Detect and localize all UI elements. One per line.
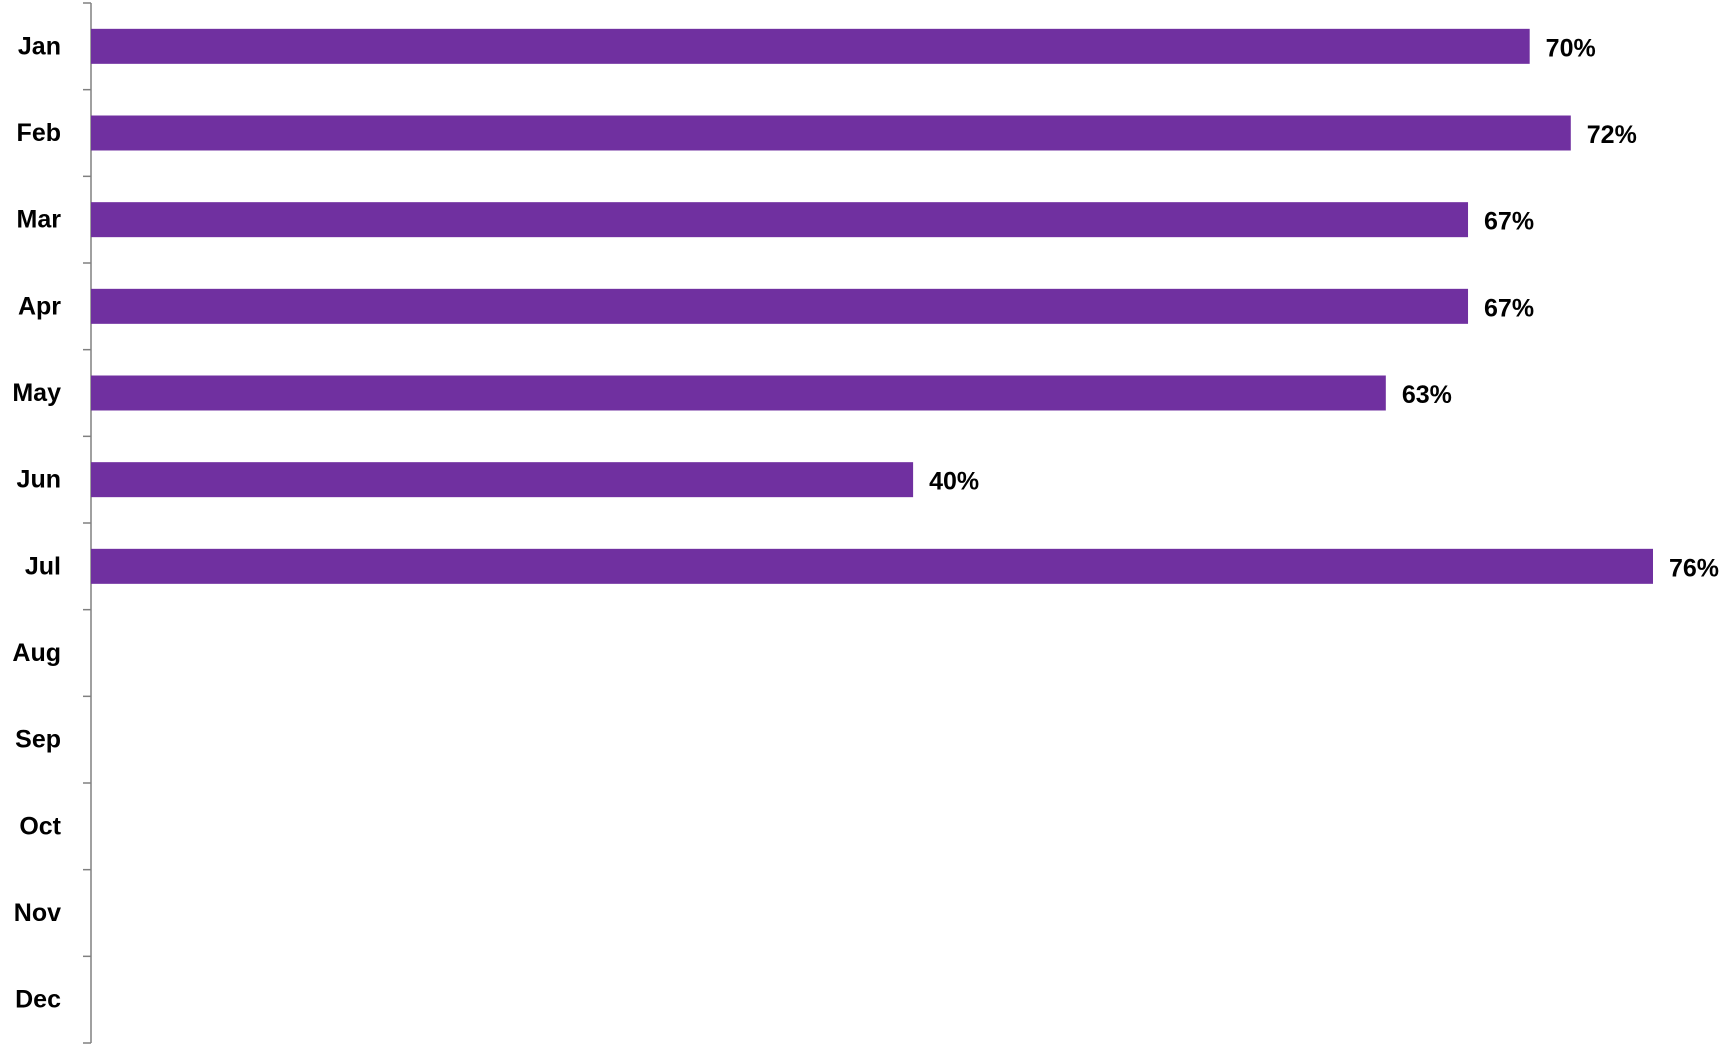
bar-jan <box>91 28 1530 64</box>
category-label-apr: Apr <box>18 292 61 320</box>
category-label-may: May <box>12 379 61 407</box>
category-label-aug: Aug <box>12 639 61 667</box>
data-label-may: 63% <box>1402 381 1452 409</box>
category-label-mar: Mar <box>17 206 62 234</box>
data-label-mar: 67% <box>1484 208 1534 236</box>
bar-apr <box>91 288 1469 324</box>
data-label-apr: 67% <box>1484 294 1534 322</box>
bar-jul <box>91 548 1653 584</box>
data-label-jul: 76% <box>1669 554 1719 582</box>
category-label-sep: Sep <box>15 726 61 754</box>
category-label-jul: Jul <box>25 552 61 580</box>
bars-layer <box>91 28 1653 584</box>
data-label-feb: 72% <box>1587 121 1637 149</box>
category-label-oct: Oct <box>19 812 61 840</box>
category-label-jun: Jun <box>17 466 61 494</box>
labels-layer: Jan 70% Feb 72% Mar 67% Apr 67% May 63% Jun 40% Jul 7… <box>12 32 1719 1013</box>
bar-may <box>91 375 1386 411</box>
category-label-jan: Jan <box>18 32 61 60</box>
bar-mar <box>91 202 1469 238</box>
bar-jun <box>91 462 914 498</box>
data-label-jun: 40% <box>929 468 979 496</box>
category-label-feb: Feb <box>17 119 61 147</box>
category-label-nov: Nov <box>14 899 61 927</box>
axis-layer <box>83 2 92 1044</box>
bar-feb <box>91 115 1571 151</box>
category-label-dec: Dec <box>15 986 61 1014</box>
data-label-jan: 70% <box>1546 34 1596 62</box>
